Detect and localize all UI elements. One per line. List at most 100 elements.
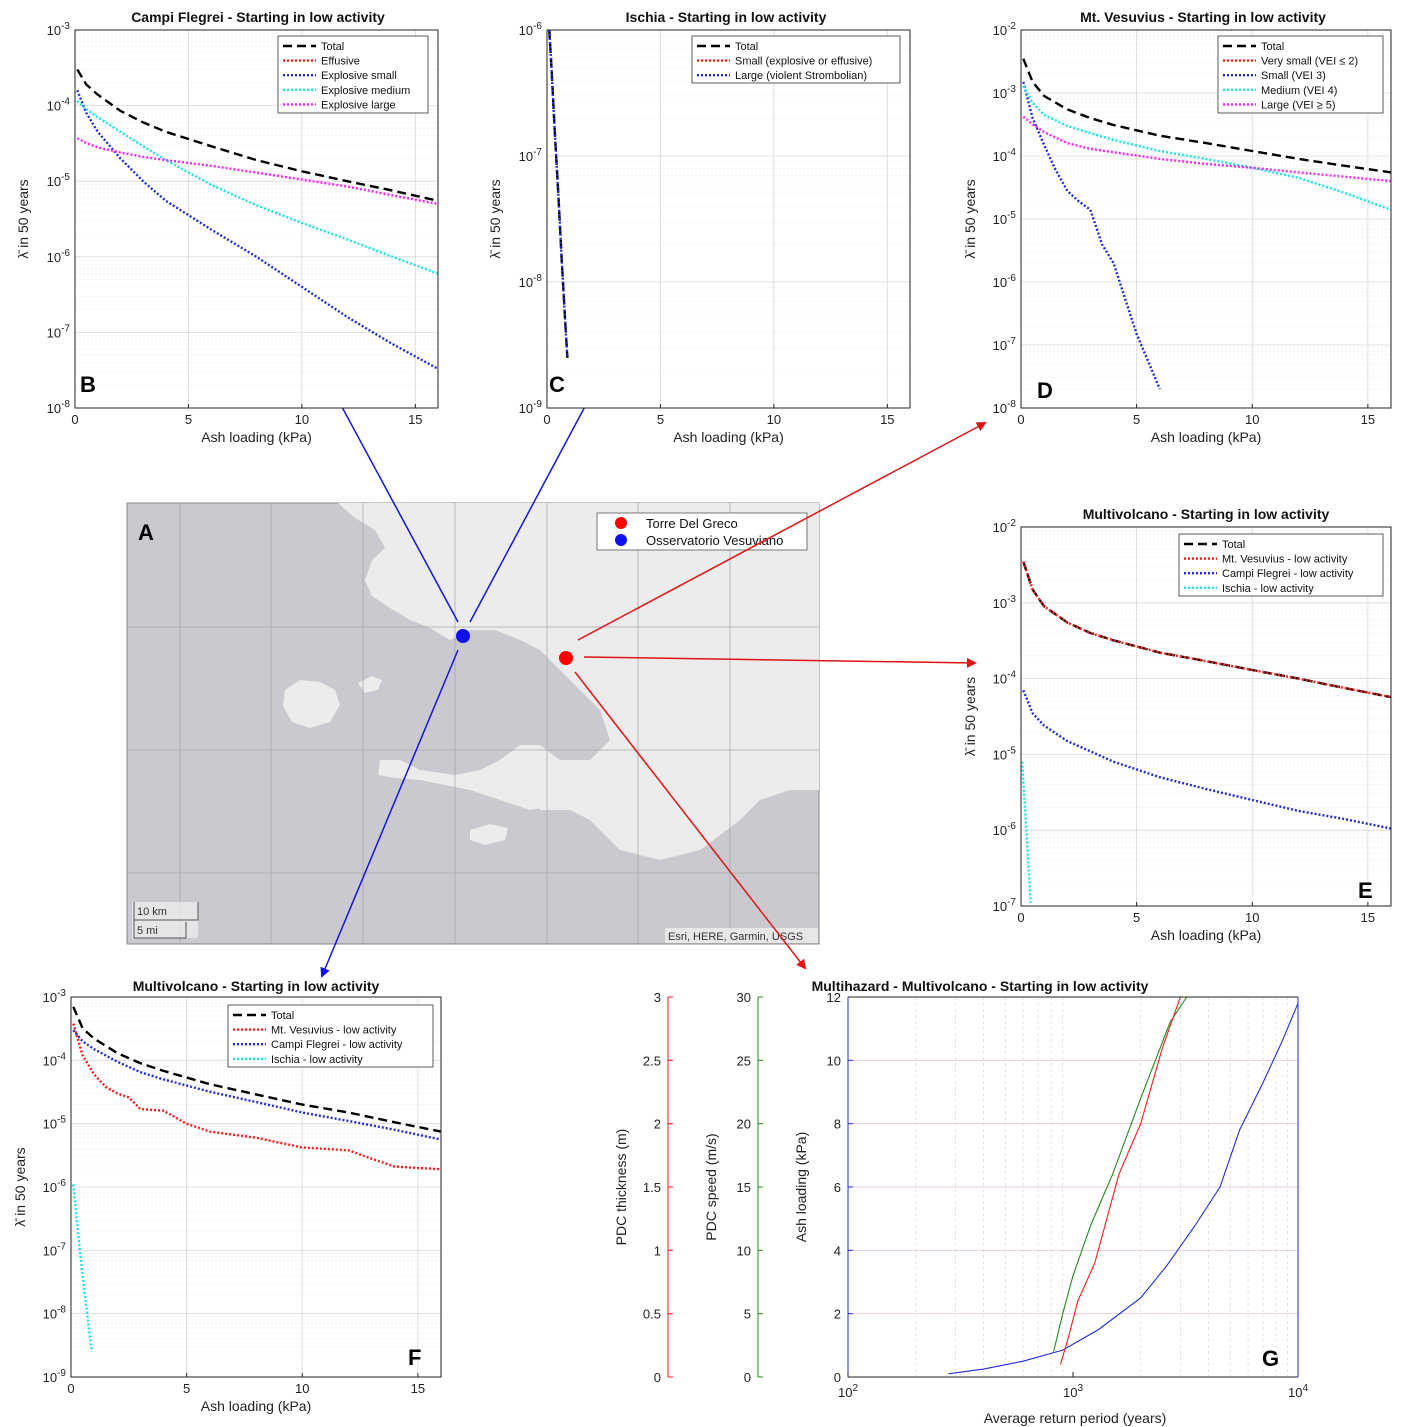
map-scale-km: 10 km [137,906,167,918]
chart-panel-b: 0 5 10 15 10-8 10-7 10-6 10-5 10-4 10-3 Campi Fleg… [15,9,439,445]
x-tick-label: 104 [1288,1383,1308,1400]
y-tick-label: 10 [827,1053,841,1068]
y-axis-label: λ̄ in 50 years [487,179,503,258]
arrow-to-panel-b [321,368,459,623]
x-tick-label: 5 [1133,412,1140,427]
plot-frame [1020,29,1392,409]
legend-entry: Explosive small [321,70,397,82]
map-procida-island [358,676,382,693]
plot-frame [546,29,911,409]
legend-entry: Small (explosive or effusive) [735,56,872,68]
x-tick-label: 15 [408,412,422,427]
y-tick-label: 10-6 [993,273,1017,290]
plot-area [547,30,910,408]
x-tick-label: 10 [1245,910,1259,925]
y-tick-label: 10-4 [993,147,1017,164]
map-scale-bar [133,902,199,939]
y-tick-label: 8 [834,1117,841,1132]
y-tick-label: 2.5 [643,1053,661,1068]
x-tick-label: 10 [1245,412,1259,427]
x-tick-label: 0 [67,1381,74,1396]
torre-del-greco-marker [559,651,573,665]
legend-box [1217,35,1384,114]
x-axis-label: Ash loading (kPa) [201,429,312,445]
x-tick-label: 0 [1017,910,1024,925]
panel-label: F [408,1345,421,1370]
y-tick-label: 3 [654,990,661,1005]
y-tick-label: 10-4 [47,97,71,114]
y-tick-label: 10-8 [993,399,1017,416]
x-tick-label: 15 [1361,412,1375,427]
map-gridlines [127,503,819,944]
y-tick-label: 10-8 [519,273,543,290]
y-tick-label: 0 [834,1370,841,1385]
y-tick-label: 10-3 [43,988,67,1005]
map-scale-mi: 5 mi [137,925,158,937]
arrow-to-panel-f [320,649,459,978]
map-sorrento-peninsula [540,755,819,850]
series-line-2 [1053,996,1188,1352]
legend-entry: Total [271,1010,294,1022]
chart-panels: 0 5 10 15 10-8 10-7 10-6 10-5 10-4 10-3 Campi Fleg… [12,9,1392,1426]
y-axis-label: PDC speed (m/s) [703,1133,719,1240]
legend-entry: Explosive large [321,99,396,111]
y-tick-label: 0 [654,1370,661,1385]
y-tick-label: 6 [834,1180,841,1195]
plot-frame [70,996,442,1378]
map-panel-label: A [138,520,154,545]
x-axis-label: Ash loading (kPa) [201,1398,312,1414]
y-tick-label: 10-7 [47,323,71,340]
y-tick-label: 2 [654,1117,661,1132]
legend-entry: Total [1261,41,1284,53]
panel-label: B [80,372,96,397]
map-panel: A Torre Del Greco Osservatorio Vesuviano… [126,502,820,945]
y-tick-label: 10-5 [993,210,1017,227]
map-attribution: Esri, HERE, Garmin, USGS [668,931,803,943]
osservatorio-legend-marker [615,534,627,546]
legend-entry: Mt. Vesuvius - low activity [271,1025,397,1037]
y-tick-label: 10-9 [43,1368,67,1385]
series-line-2 [1022,561,1392,699]
series-line-1 [76,68,439,202]
y-axis-label: λ̄ in 50 years [962,677,978,756]
y-tick-label: 10-5 [47,172,71,189]
series-line-3 [548,29,569,358]
x-tick-label: 102 [838,1383,858,1400]
chart-title: Campi Flegrei - Starting in low activity [131,9,385,25]
y-tick-label: 1.5 [643,1180,661,1195]
map-capri-island [470,824,508,845]
y-axis-label: PDC thickness (m) [613,1129,629,1246]
x-tick-label: 0 [1017,412,1024,427]
x-tick-label: 5 [1133,910,1140,925]
y-tick-label: 10-7 [993,897,1017,914]
legend-entry: Very small (VEI ≤ 2) [1261,56,1358,68]
arrow-to-panel-e [583,656,977,668]
x-tick-label: 5 [185,412,192,427]
x-axis-label: Ash loading (kPa) [673,429,784,445]
y-tick-label: 10-4 [993,670,1017,687]
arrow-to-panel-d [577,422,987,641]
x-axis-label: Average return period (years) [984,1410,1167,1426]
series-line-1 [948,1003,1299,1375]
x-tick-label: 5 [183,1381,190,1396]
legend-entry: Mt. Vesuvius - low activity [1222,554,1348,566]
legend-entry: Explosive medium [321,85,410,97]
legend-entry: Campi Flegrei - low activity [1222,568,1354,580]
torre-del-greco-legend-marker [615,517,627,529]
y-tick-label: 10-8 [47,399,71,416]
series-line-4 [1022,85,1392,211]
x-tick-label: 15 [1361,910,1375,925]
arrow-to-panel-g [574,671,807,970]
legend-entry: Ischia - low activity [1222,583,1314,595]
y-tick-label: 10-3 [993,84,1017,101]
chart-title: Ischia - Starting in low activity [626,9,827,25]
legend-entry: Total [735,41,758,53]
chart-panel-c: 0 5 10 15 10-9 10-8 10-7 10-6 Ischia - Starting … [487,9,911,445]
panel-label: G [1262,1346,1279,1371]
legend-entry: Total [321,41,344,53]
series-line-2 [72,1023,442,1171]
y-tick-label: 10-7 [993,336,1017,353]
series-line-5 [76,137,439,206]
x-tick-label: 5 [657,412,664,427]
